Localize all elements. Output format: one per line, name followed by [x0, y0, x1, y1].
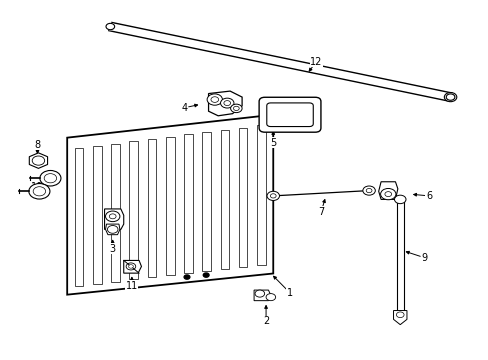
Circle shape [380, 189, 395, 200]
Bar [256, 125, 265, 265]
Text: 7: 7 [317, 207, 324, 217]
Circle shape [396, 312, 403, 318]
Circle shape [128, 265, 133, 268]
Polygon shape [254, 290, 270, 301]
Circle shape [362, 186, 375, 195]
FancyBboxPatch shape [259, 97, 320, 132]
Text: 6: 6 [425, 191, 431, 201]
Text: 2: 2 [263, 316, 268, 326]
Text: 5: 5 [269, 138, 276, 148]
FancyBboxPatch shape [266, 103, 313, 127]
Text: 10: 10 [31, 182, 43, 192]
Circle shape [366, 189, 371, 193]
Bar [220, 130, 229, 269]
Circle shape [224, 100, 230, 105]
Circle shape [444, 93, 456, 102]
Circle shape [270, 194, 276, 198]
Bar [129, 141, 138, 279]
Polygon shape [67, 115, 273, 294]
Circle shape [40, 171, 61, 186]
Bar [147, 139, 156, 277]
Circle shape [107, 225, 118, 233]
Text: 9: 9 [420, 253, 427, 262]
Circle shape [44, 174, 57, 183]
Circle shape [109, 214, 116, 219]
Circle shape [29, 184, 50, 199]
Text: 3: 3 [109, 244, 116, 254]
Circle shape [106, 23, 114, 30]
Circle shape [220, 98, 233, 108]
Circle shape [446, 94, 454, 100]
Circle shape [32, 156, 44, 165]
Bar [184, 135, 192, 273]
Circle shape [384, 192, 391, 197]
Circle shape [233, 106, 239, 111]
Text: 12: 12 [309, 57, 322, 67]
Text: 1: 1 [286, 288, 292, 298]
Polygon shape [105, 224, 120, 235]
Polygon shape [108, 22, 451, 101]
Text: 4: 4 [181, 103, 187, 113]
Bar [75, 148, 83, 286]
Circle shape [394, 195, 405, 204]
Polygon shape [104, 209, 123, 229]
Polygon shape [393, 311, 406, 325]
Circle shape [230, 104, 242, 113]
Bar [165, 137, 174, 275]
Text: 8: 8 [34, 140, 41, 150]
Circle shape [210, 97, 218, 102]
Text: 11: 11 [125, 281, 138, 291]
Polygon shape [378, 182, 397, 199]
Circle shape [126, 263, 136, 270]
Polygon shape [208, 91, 242, 116]
Circle shape [184, 275, 189, 279]
Circle shape [266, 191, 279, 201]
Bar [202, 132, 210, 271]
Circle shape [203, 273, 208, 277]
Circle shape [265, 294, 275, 301]
Circle shape [33, 187, 45, 196]
Bar [111, 144, 120, 282]
Polygon shape [29, 153, 47, 168]
Circle shape [105, 211, 120, 222]
Circle shape [255, 290, 264, 297]
Bar [238, 127, 247, 267]
Polygon shape [123, 260, 141, 273]
Circle shape [207, 94, 222, 105]
Bar [93, 146, 102, 284]
